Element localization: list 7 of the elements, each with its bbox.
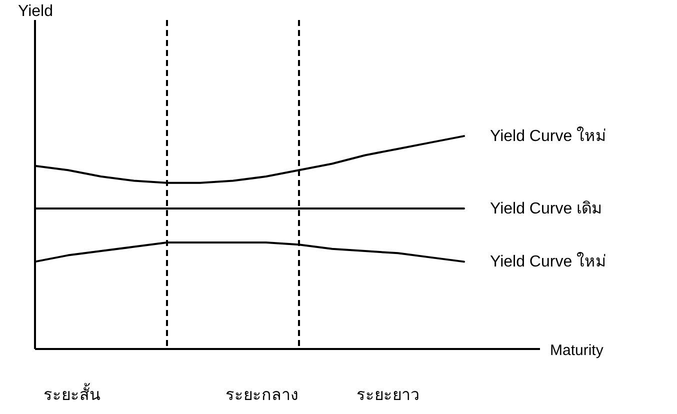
xlabel: Maturity (550, 342, 604, 359)
series-label: Yield Curve เดิม (490, 200, 603, 218)
series-label: Yield Curve ใหม่ (490, 254, 607, 271)
annotation: Yield (18, 3, 53, 20)
series-label: Yield Curve ใหม่ (490, 128, 607, 146)
annotation: ระยะยาว (356, 387, 420, 404)
annotation: ระยะกลาง (226, 387, 298, 404)
